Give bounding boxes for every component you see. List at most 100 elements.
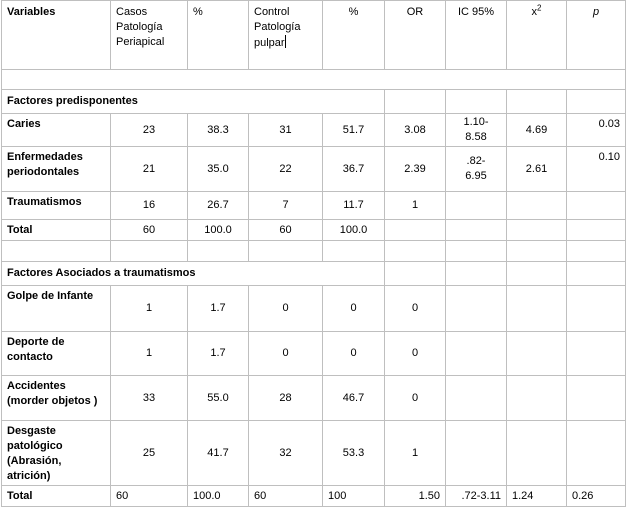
cell-ic — [445, 420, 507, 486]
cell-casos: 25 — [110, 420, 188, 486]
traumatismos-group: Golpe de Infante 1 1.7 0 0 0 Deporte de contac… — [1, 285, 626, 486]
total-or: 1.50 — [384, 485, 446, 507]
header-variables: Variables — [1, 0, 111, 70]
section-predisponentes: Factores predisponentes — [1, 89, 385, 114]
header-control-label: Control Patología pulpar — [254, 6, 301, 49]
cell-or: 3.08 — [384, 113, 446, 147]
cell-pct2: 53.3 — [322, 420, 385, 486]
cell-control: 22 — [248, 146, 323, 192]
cell-p — [566, 219, 626, 241]
cell-pct1: 55.0 — [187, 375, 249, 421]
cell-pct1: 38.3 — [187, 113, 249, 147]
cell-p — [566, 420, 626, 486]
cell-p — [566, 375, 626, 421]
empty-cell — [384, 261, 446, 286]
table-row: Desgaste patológico (Abrasión, atrición)… — [1, 420, 626, 486]
table-row: Traumatismos 16 26.7 7 11.7 1 — [1, 191, 626, 220]
cell-ic — [445, 331, 507, 376]
header-control: Control Patología pulpar — [248, 0, 323, 70]
empty-cell — [506, 240, 567, 262]
text-cursor — [284, 35, 286, 48]
cell-chi — [506, 285, 567, 332]
empty-cell — [566, 261, 626, 286]
header-pct-control: % — [322, 0, 385, 70]
section-row-predisponentes: Factores predisponentes — [1, 89, 626, 114]
cell-pct2: 51.7 — [322, 113, 385, 147]
cell-casos: 21 — [110, 146, 188, 192]
cell-ic: 1.10- 8.58 — [445, 113, 507, 147]
empty-cell — [384, 240, 446, 262]
table-row: Total 60 100.0 60 100.0 — [1, 219, 626, 241]
cell-or: 0 — [384, 331, 446, 376]
total-chi: 1.24 — [506, 485, 567, 507]
cell-pct1: 1.7 — [187, 331, 249, 376]
cell-pct1: 100.0 — [187, 219, 249, 241]
cell-casos: 1 — [110, 331, 188, 376]
empty-cell — [566, 89, 626, 114]
cell-chi — [506, 219, 567, 241]
section-traumatismos: Factores Asociados a traumatismos — [1, 261, 385, 286]
cell-chi — [506, 375, 567, 421]
cell-chi — [506, 420, 567, 486]
header-chi-symbol: x — [531, 6, 538, 18]
row-label: Caries — [1, 113, 111, 147]
header-casos: Casos Patología Periapical — [110, 0, 188, 70]
empty-cell — [1, 240, 111, 262]
header-chi-square: x2 — [506, 0, 567, 70]
cell-pct2: 0 — [322, 285, 385, 332]
row-label: Total — [1, 219, 111, 241]
total-label: Total — [1, 485, 111, 507]
cell-or: 1 — [384, 420, 446, 486]
cell-pct1: 41.7 — [187, 420, 249, 486]
cell-control: 0 — [248, 331, 323, 376]
results-table: Variables Casos Patología Periapical % C… — [1, 0, 626, 507]
spacer-row — [1, 69, 626, 90]
row-label: Golpe de Infante — [1, 285, 111, 332]
cell-p — [566, 191, 626, 220]
cell-casos: 1 — [110, 285, 188, 332]
cell-casos: 23 — [110, 113, 188, 147]
total-control: 60 — [248, 485, 323, 507]
cell-chi — [506, 331, 567, 376]
empty-cell — [187, 240, 249, 262]
empty-cell — [445, 89, 507, 114]
cell-p — [566, 331, 626, 376]
empty-cell — [248, 240, 323, 262]
header-p: p — [566, 0, 626, 70]
cell-ic — [445, 375, 507, 421]
section-row-traumatismos: Factores Asociados a traumatismos — [1, 261, 626, 286]
total-pct-control: 100 — [322, 485, 385, 507]
empty-cell — [506, 261, 567, 286]
cell-pct2: 0 — [322, 331, 385, 376]
cell-p: 0.10 — [566, 146, 626, 192]
cell-control: 32 — [248, 420, 323, 486]
cell-pct1: 26.7 — [187, 191, 249, 220]
table-row: Enfermedades periodontales 21 35.0 22 36.7 2.… — [1, 146, 626, 192]
cell-casos: 60 — [110, 219, 188, 241]
cell-chi: 2.61 — [506, 146, 567, 192]
total-p: 0.26 — [566, 485, 626, 507]
cell-or: 0 — [384, 375, 446, 421]
header-ic: IC 95% — [445, 0, 507, 70]
cell-pct1: 1.7 — [187, 285, 249, 332]
total-ic: .72-3.11 — [445, 485, 507, 507]
cell-ic — [445, 191, 507, 220]
cell-pct2: 36.7 — [322, 146, 385, 192]
cell-pct2: 46.7 — [322, 375, 385, 421]
cell-casos: 33 — [110, 375, 188, 421]
row-label: Desgaste patológico (Abrasión, atrición) — [1, 420, 111, 486]
cell-or — [384, 219, 446, 241]
row-label: Enfermedades periodontales — [1, 146, 111, 192]
cell-ic: .82- 6.95 — [445, 146, 507, 192]
cell-or: 2.39 — [384, 146, 446, 192]
empty-cell — [506, 89, 567, 114]
cell-pct1: 35.0 — [187, 146, 249, 192]
table-row: Accidentes (morder objetos ) 33 55.0 28 46.7… — [1, 375, 626, 421]
predisponentes-group: Caries 23 38.3 31 51.7 3.08 1.10- 8.58 4.69 0.03… — [1, 113, 626, 241]
empty-cell — [110, 240, 188, 262]
header-chi-exponent: 2 — [537, 3, 542, 13]
total-casos: 60 — [110, 485, 188, 507]
cell-or: 0 — [384, 285, 446, 332]
total-row: Total 60 100.0 60 100 1.50 .72-3.11 1.24… — [1, 485, 626, 507]
cell-casos: 16 — [110, 191, 188, 220]
